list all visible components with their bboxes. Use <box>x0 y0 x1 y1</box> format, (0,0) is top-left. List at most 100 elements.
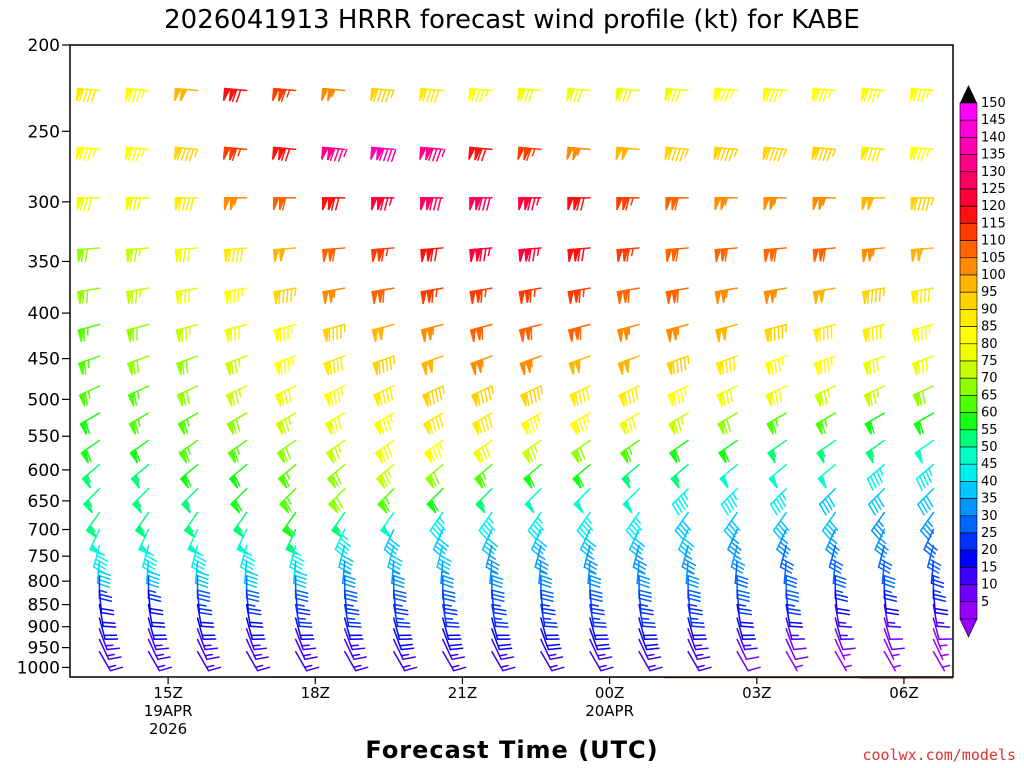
wind-barb <box>670 463 689 489</box>
wind-barb <box>764 355 787 376</box>
wind-barb <box>860 146 886 162</box>
barb-staff <box>883 617 891 641</box>
barb-pennant <box>567 327 575 342</box>
barb-pennant <box>178 448 188 464</box>
barb-half-flag <box>136 390 140 400</box>
barb-flag <box>287 358 291 372</box>
barb-half-flag <box>438 441 443 451</box>
barb-pennant <box>328 499 339 514</box>
barb-flag <box>773 89 779 103</box>
wind-barb <box>815 412 837 435</box>
wind-barb <box>224 355 248 376</box>
wind-barb <box>616 287 640 304</box>
barb-flag <box>294 589 309 595</box>
wind-barb <box>442 603 460 628</box>
barb-pennant <box>226 420 235 435</box>
wind-barb <box>134 511 150 539</box>
barb-flag <box>649 666 663 672</box>
barb-flag <box>626 248 630 262</box>
wind-barb <box>863 385 886 407</box>
wind-barb <box>615 146 640 161</box>
barb-pennant <box>129 448 139 464</box>
barb-pennant <box>419 87 428 101</box>
barb-flag <box>478 474 486 487</box>
barb-half-flag <box>586 554 595 560</box>
barb-half-flag <box>883 589 893 594</box>
barb-pennant <box>523 474 533 489</box>
wind-barb <box>914 439 935 464</box>
barb-flag <box>100 607 114 612</box>
colorbar-bottom-arrow <box>959 618 978 638</box>
colorbar-swatch <box>959 377 978 396</box>
barb-flag <box>580 197 585 211</box>
barb-flag <box>296 607 311 612</box>
barb-half-flag <box>202 644 212 647</box>
wind-barb <box>245 603 264 628</box>
barb-flag <box>724 147 730 162</box>
barb-pennant <box>377 499 388 514</box>
barb-flag <box>549 656 564 661</box>
barb-flag <box>585 537 597 548</box>
plot-area <box>69 44 954 679</box>
x-tick-label: 03Z <box>742 684 771 702</box>
barb-pennant <box>622 289 630 303</box>
barb-flag <box>384 197 389 211</box>
barb-flag <box>916 147 923 161</box>
barb-pennant <box>524 248 532 262</box>
barb-half-flag <box>683 492 689 501</box>
wind-barb <box>636 560 651 589</box>
wind-barb <box>426 488 444 514</box>
barb-pennant <box>426 358 434 374</box>
wind-barb <box>834 628 856 651</box>
barb-half-flag <box>107 664 117 669</box>
barb-pennant <box>127 392 135 407</box>
barb-half-flag <box>481 358 484 368</box>
barb-flag <box>627 526 638 538</box>
wind-barb <box>812 287 837 304</box>
barb-flag <box>540 589 554 595</box>
barb-flag <box>866 290 870 304</box>
wind-barb <box>521 439 542 464</box>
barb-pennant <box>861 290 869 304</box>
barb-flag <box>769 503 778 516</box>
barb-flag <box>255 656 269 661</box>
barb-flag <box>389 386 394 401</box>
barb-flag <box>432 148 438 162</box>
barb-half-flag <box>244 550 253 557</box>
barb-pennant <box>671 248 679 262</box>
wind-barb <box>589 638 613 661</box>
barb-flag <box>184 474 192 487</box>
wind-barb <box>380 511 395 539</box>
wind-barb <box>343 603 362 628</box>
barb-half-flag <box>402 664 411 669</box>
barb-flag <box>292 554 305 563</box>
wind-barb <box>470 385 494 407</box>
barb-flag <box>284 390 288 404</box>
barb-flag <box>85 289 89 304</box>
barb-half-flag <box>824 418 828 427</box>
barb-pennant <box>377 289 384 303</box>
wind-barb <box>671 488 689 516</box>
barb-flag <box>788 621 803 624</box>
barb-flag <box>438 414 444 428</box>
wind-barb <box>568 355 591 376</box>
x-tick-label: 06Z <box>889 684 918 702</box>
barb-flag <box>422 88 428 102</box>
wind-barb <box>442 638 466 661</box>
barb-pennant <box>814 392 822 407</box>
barb-pennant <box>225 392 233 407</box>
barb-half-flag <box>870 448 875 458</box>
barb-flag <box>298 621 312 624</box>
barb-flag <box>389 558 402 567</box>
barb-pennant <box>717 420 725 435</box>
y-tick-label: 750 <box>28 547 60 567</box>
barb-pennant <box>572 147 581 161</box>
barb-flag <box>925 495 934 508</box>
barb-half-flag <box>576 147 581 157</box>
barb-flag <box>109 666 124 672</box>
barb-half-flag <box>287 416 292 425</box>
barb-flag <box>151 625 166 628</box>
barb-flag <box>679 358 683 372</box>
barb-flag <box>241 562 254 570</box>
barb-pennant <box>765 392 773 407</box>
